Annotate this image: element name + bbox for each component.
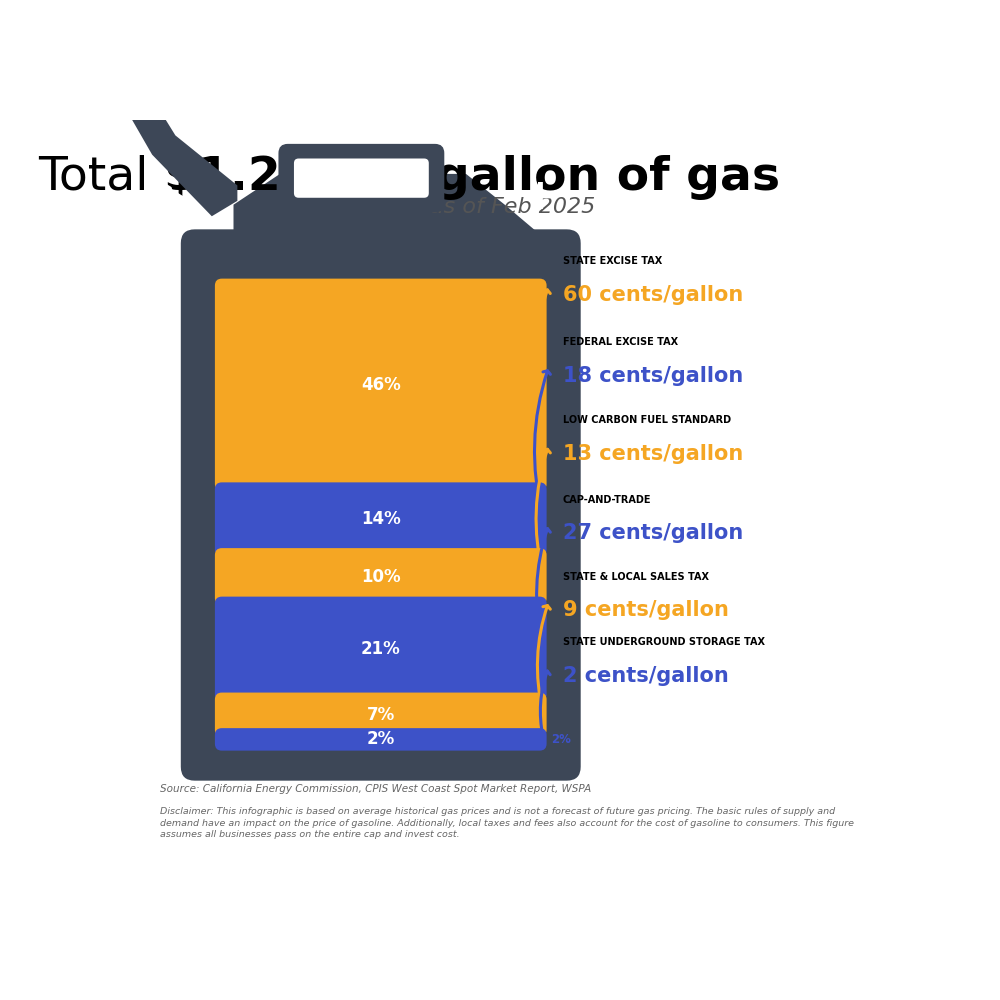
Polygon shape	[51, 47, 144, 101]
Text: 2 cents/gallon: 2 cents/gallon	[563, 666, 729, 686]
FancyBboxPatch shape	[278, 144, 444, 212]
Text: 10%: 10%	[361, 568, 401, 586]
FancyBboxPatch shape	[215, 279, 547, 491]
Text: Source: California Energy Commission, CPIS West Coast Spot Market Report, WSPA: Source: California Energy Commission, CP…	[160, 784, 591, 794]
Text: FEDERAL EXCISE TAX: FEDERAL EXCISE TAX	[563, 337, 678, 347]
Text: Total: Total	[38, 155, 164, 200]
FancyBboxPatch shape	[215, 548, 547, 605]
Text: as of Feb 2025: as of Feb 2025	[430, 197, 595, 217]
FancyBboxPatch shape	[215, 597, 547, 701]
Text: 2%: 2%	[551, 733, 571, 746]
Text: 21%: 21%	[361, 640, 401, 658]
Text: STATE UNDERGROUND STORAGE TAX: STATE UNDERGROUND STORAGE TAX	[563, 637, 765, 647]
FancyBboxPatch shape	[215, 693, 547, 737]
Text: 18 cents/gallon: 18 cents/gallon	[563, 366, 743, 386]
Text: 2%: 2%	[367, 730, 395, 748]
FancyBboxPatch shape	[294, 158, 429, 198]
Text: +: +	[522, 176, 557, 218]
Text: STATE EXCISE TAX: STATE EXCISE TAX	[563, 256, 662, 266]
Polygon shape	[121, 85, 237, 216]
Text: 7%: 7%	[367, 706, 395, 724]
Text: Disclaimer: This infographic is based on average historical gas prices and is no: Disclaimer: This infographic is based on…	[160, 807, 854, 839]
FancyBboxPatch shape	[215, 728, 547, 751]
Text: LOW CARBON FUEL STANDARD: LOW CARBON FUEL STANDARD	[563, 415, 731, 425]
Polygon shape	[69, 72, 96, 97]
Text: 60 cents/gallon: 60 cents/gallon	[563, 285, 743, 305]
Text: $1.29 per gallon of gas: $1.29 per gallon of gas	[164, 155, 780, 200]
Text: STATE & LOCAL SALES TAX: STATE & LOCAL SALES TAX	[563, 572, 709, 582]
FancyBboxPatch shape	[181, 229, 581, 781]
Text: 13 cents/gallon: 13 cents/gallon	[563, 444, 743, 464]
Text: 27 cents/gallon: 27 cents/gallon	[563, 523, 743, 543]
Text: 14%: 14%	[361, 510, 401, 528]
FancyBboxPatch shape	[215, 482, 547, 557]
Text: CAP-AND-TRADE: CAP-AND-TRADE	[563, 495, 651, 505]
Text: 9 cents/gallon: 9 cents/gallon	[563, 600, 729, 620]
Circle shape	[63, 92, 102, 130]
Text: 46%: 46%	[361, 376, 401, 394]
Polygon shape	[234, 174, 551, 244]
